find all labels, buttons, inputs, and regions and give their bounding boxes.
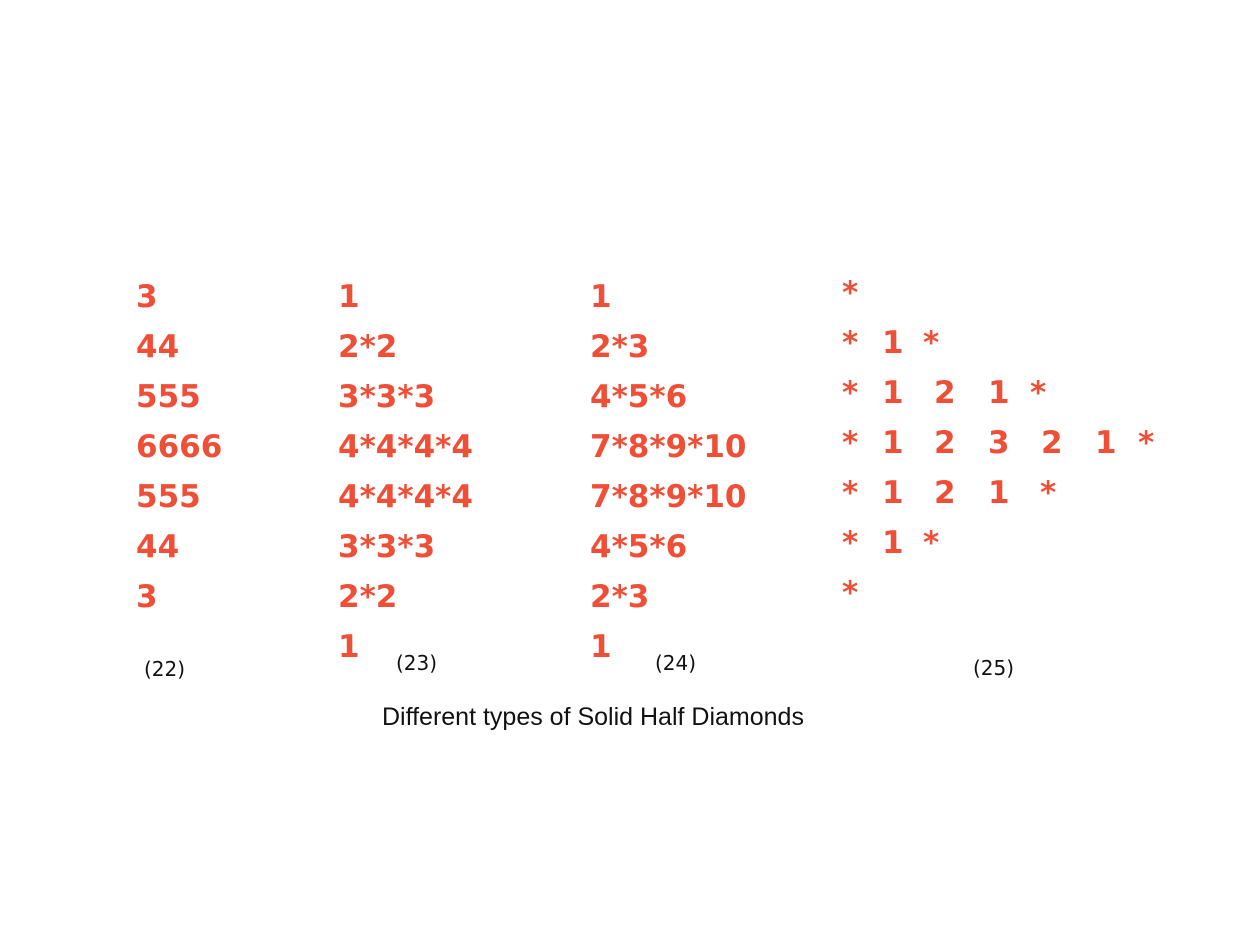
pattern-cell: 1 <box>1095 425 1117 461</box>
pattern-row: 7*8*9*10 <box>590 479 747 515</box>
pattern-row: 7*8*9*10 <box>590 429 747 465</box>
pattern-row: 4*5*6 <box>590 379 688 415</box>
pattern-cell: * <box>842 275 859 311</box>
pattern-label: (25) <box>973 656 1015 680</box>
pattern-row: 1 <box>338 629 360 665</box>
pattern-cell: * <box>842 575 859 611</box>
pattern-row: 4*4*4*4 <box>338 479 473 515</box>
pattern-cell: * <box>842 525 859 561</box>
pattern-cell: * <box>923 325 940 361</box>
pattern-row: 1 <box>590 629 612 665</box>
pattern-row: 2*2 <box>338 329 398 365</box>
pattern-cell: * <box>842 375 859 411</box>
pattern-cell: 2 <box>934 425 956 461</box>
pattern-label: (23) <box>396 651 438 675</box>
pattern-cell: 1 <box>988 475 1010 511</box>
pattern-23-rows: 1 2*2 3*3*3 4*4*4*4 4*4*4*4 3*3*3 2*2 1 <box>338 272 473 672</box>
pattern-row: 4*4*4*4 <box>338 429 473 465</box>
pattern-cell: 2 <box>1041 425 1063 461</box>
pattern-cell: 1 <box>882 475 904 511</box>
pattern-row: 3 <box>136 579 158 615</box>
pattern-cell: 1 <box>882 525 904 561</box>
pattern-label: (24) <box>655 651 697 675</box>
pattern-row: 6666 <box>136 429 223 465</box>
pattern-row: 1 <box>590 279 612 315</box>
pattern-row: 1 <box>338 279 360 315</box>
pattern-24-rows: 1 2*3 4*5*6 7*8*9*10 7*8*9*10 4*5*6 2*3 … <box>590 272 746 672</box>
pattern-row: 44 <box>136 529 180 565</box>
pattern-cell: * <box>1040 475 1057 511</box>
pattern-row: 3*3*3 <box>338 529 436 565</box>
pattern-cell: 1 <box>882 325 904 361</box>
pattern-row: 2*2 <box>338 579 398 615</box>
pattern-row: 555 <box>136 379 201 415</box>
pattern-cell: 3 <box>988 425 1010 461</box>
pattern-cell: 2 <box>934 375 956 411</box>
pattern-row: 4*5*6 <box>590 529 688 565</box>
pattern-cell: 1 <box>882 375 904 411</box>
figure-caption: Different types of Solid Half Diamonds <box>382 703 804 731</box>
pattern-row: 3*3*3 <box>338 379 436 415</box>
pattern-row: 44 <box>136 329 180 365</box>
pattern-row: 3 <box>136 279 158 315</box>
pattern-cell: * <box>842 475 859 511</box>
pattern-cell: 2 <box>934 475 956 511</box>
pattern-label: (22) <box>144 657 186 681</box>
pattern-cell: * <box>1030 375 1047 411</box>
pattern-cell: 1 <box>988 375 1010 411</box>
pattern-cell: * <box>923 525 940 561</box>
pattern-cell: * <box>842 425 859 461</box>
pattern-cell: * <box>1138 425 1155 461</box>
pattern-cell: * <box>842 325 859 361</box>
pattern-row: 2*3 <box>590 329 650 365</box>
pattern-cell: 1 <box>882 425 904 461</box>
pattern-row: 2*3 <box>590 579 650 615</box>
pattern-22-rows: 3 44 555 6666 555 44 3 <box>136 272 222 622</box>
pattern-row: 555 <box>136 479 201 515</box>
